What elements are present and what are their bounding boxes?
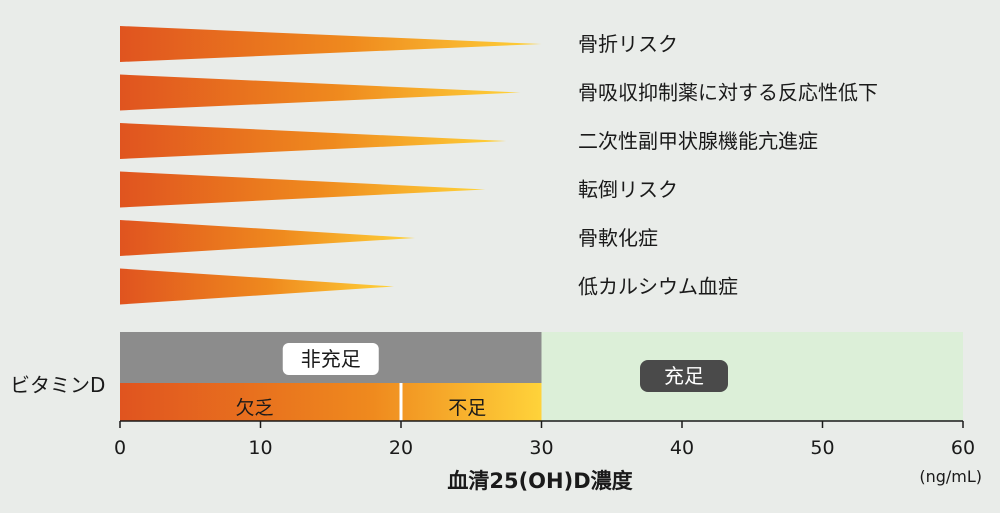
vitamin-d-row-label: ビタミンD bbox=[10, 373, 105, 397]
risk-wedge bbox=[120, 74, 521, 111]
risk-wedge bbox=[120, 171, 486, 208]
x-axis-title: 血清25(OH)D濃度 bbox=[447, 469, 632, 493]
risk-wedge bbox=[120, 26, 542, 62]
x-axis-unit: (ng/mL) bbox=[919, 467, 982, 486]
risk-label: 二次性副甲状腺機能亢進症 bbox=[578, 129, 818, 153]
risk-labels: 骨折リスク骨吸収抑制薬に対する反応性低下二次性副甲状腺機能亢進症転倒リスク骨軟化… bbox=[578, 32, 878, 299]
risk-wedges bbox=[120, 26, 542, 305]
deficiency-label: 欠乏 bbox=[235, 397, 273, 419]
risk-label: 転倒リスク bbox=[578, 178, 678, 202]
sufficient-badge bbox=[640, 360, 728, 392]
x-tick-label: 40 bbox=[670, 437, 694, 459]
risk-wedge bbox=[120, 268, 394, 305]
insufficiency-label: 不足 bbox=[448, 397, 486, 419]
x-tick-label: 20 bbox=[389, 437, 413, 459]
risk-label: 骨軟化症 bbox=[578, 226, 658, 250]
risk-label: 骨吸収抑制薬に対する反応性低下 bbox=[578, 81, 878, 105]
x-tick-label: 50 bbox=[810, 437, 834, 459]
x-tick-label: 60 bbox=[951, 437, 975, 459]
x-tick-label: 30 bbox=[529, 437, 553, 459]
risk-label: 骨折リスク bbox=[578, 32, 678, 56]
sufficient-band bbox=[541, 332, 963, 421]
sufficient-badge-label: 充足 bbox=[664, 364, 704, 388]
x-tick-label: 10 bbox=[248, 437, 272, 459]
risk-wedge bbox=[120, 123, 507, 159]
x-axis: 0 10 20 30 40 50 60 血清25(OH)D濃度 (ng/mL) bbox=[114, 420, 982, 493]
insufficient-badge bbox=[282, 343, 379, 375]
x-axis-ticks: 0 10 20 30 40 50 60 bbox=[114, 421, 975, 459]
deficiency-level-band bbox=[120, 383, 542, 421]
vitamin-d-status-band: 非充足 充足 欠乏 不足 ビタミンD bbox=[10, 332, 963, 421]
insufficient-badge-label: 非充足 bbox=[301, 347, 361, 371]
x-tick-label: 0 bbox=[114, 437, 126, 459]
risk-label: 低カルシウム血症 bbox=[578, 275, 738, 299]
risk-wedge bbox=[120, 220, 416, 256]
